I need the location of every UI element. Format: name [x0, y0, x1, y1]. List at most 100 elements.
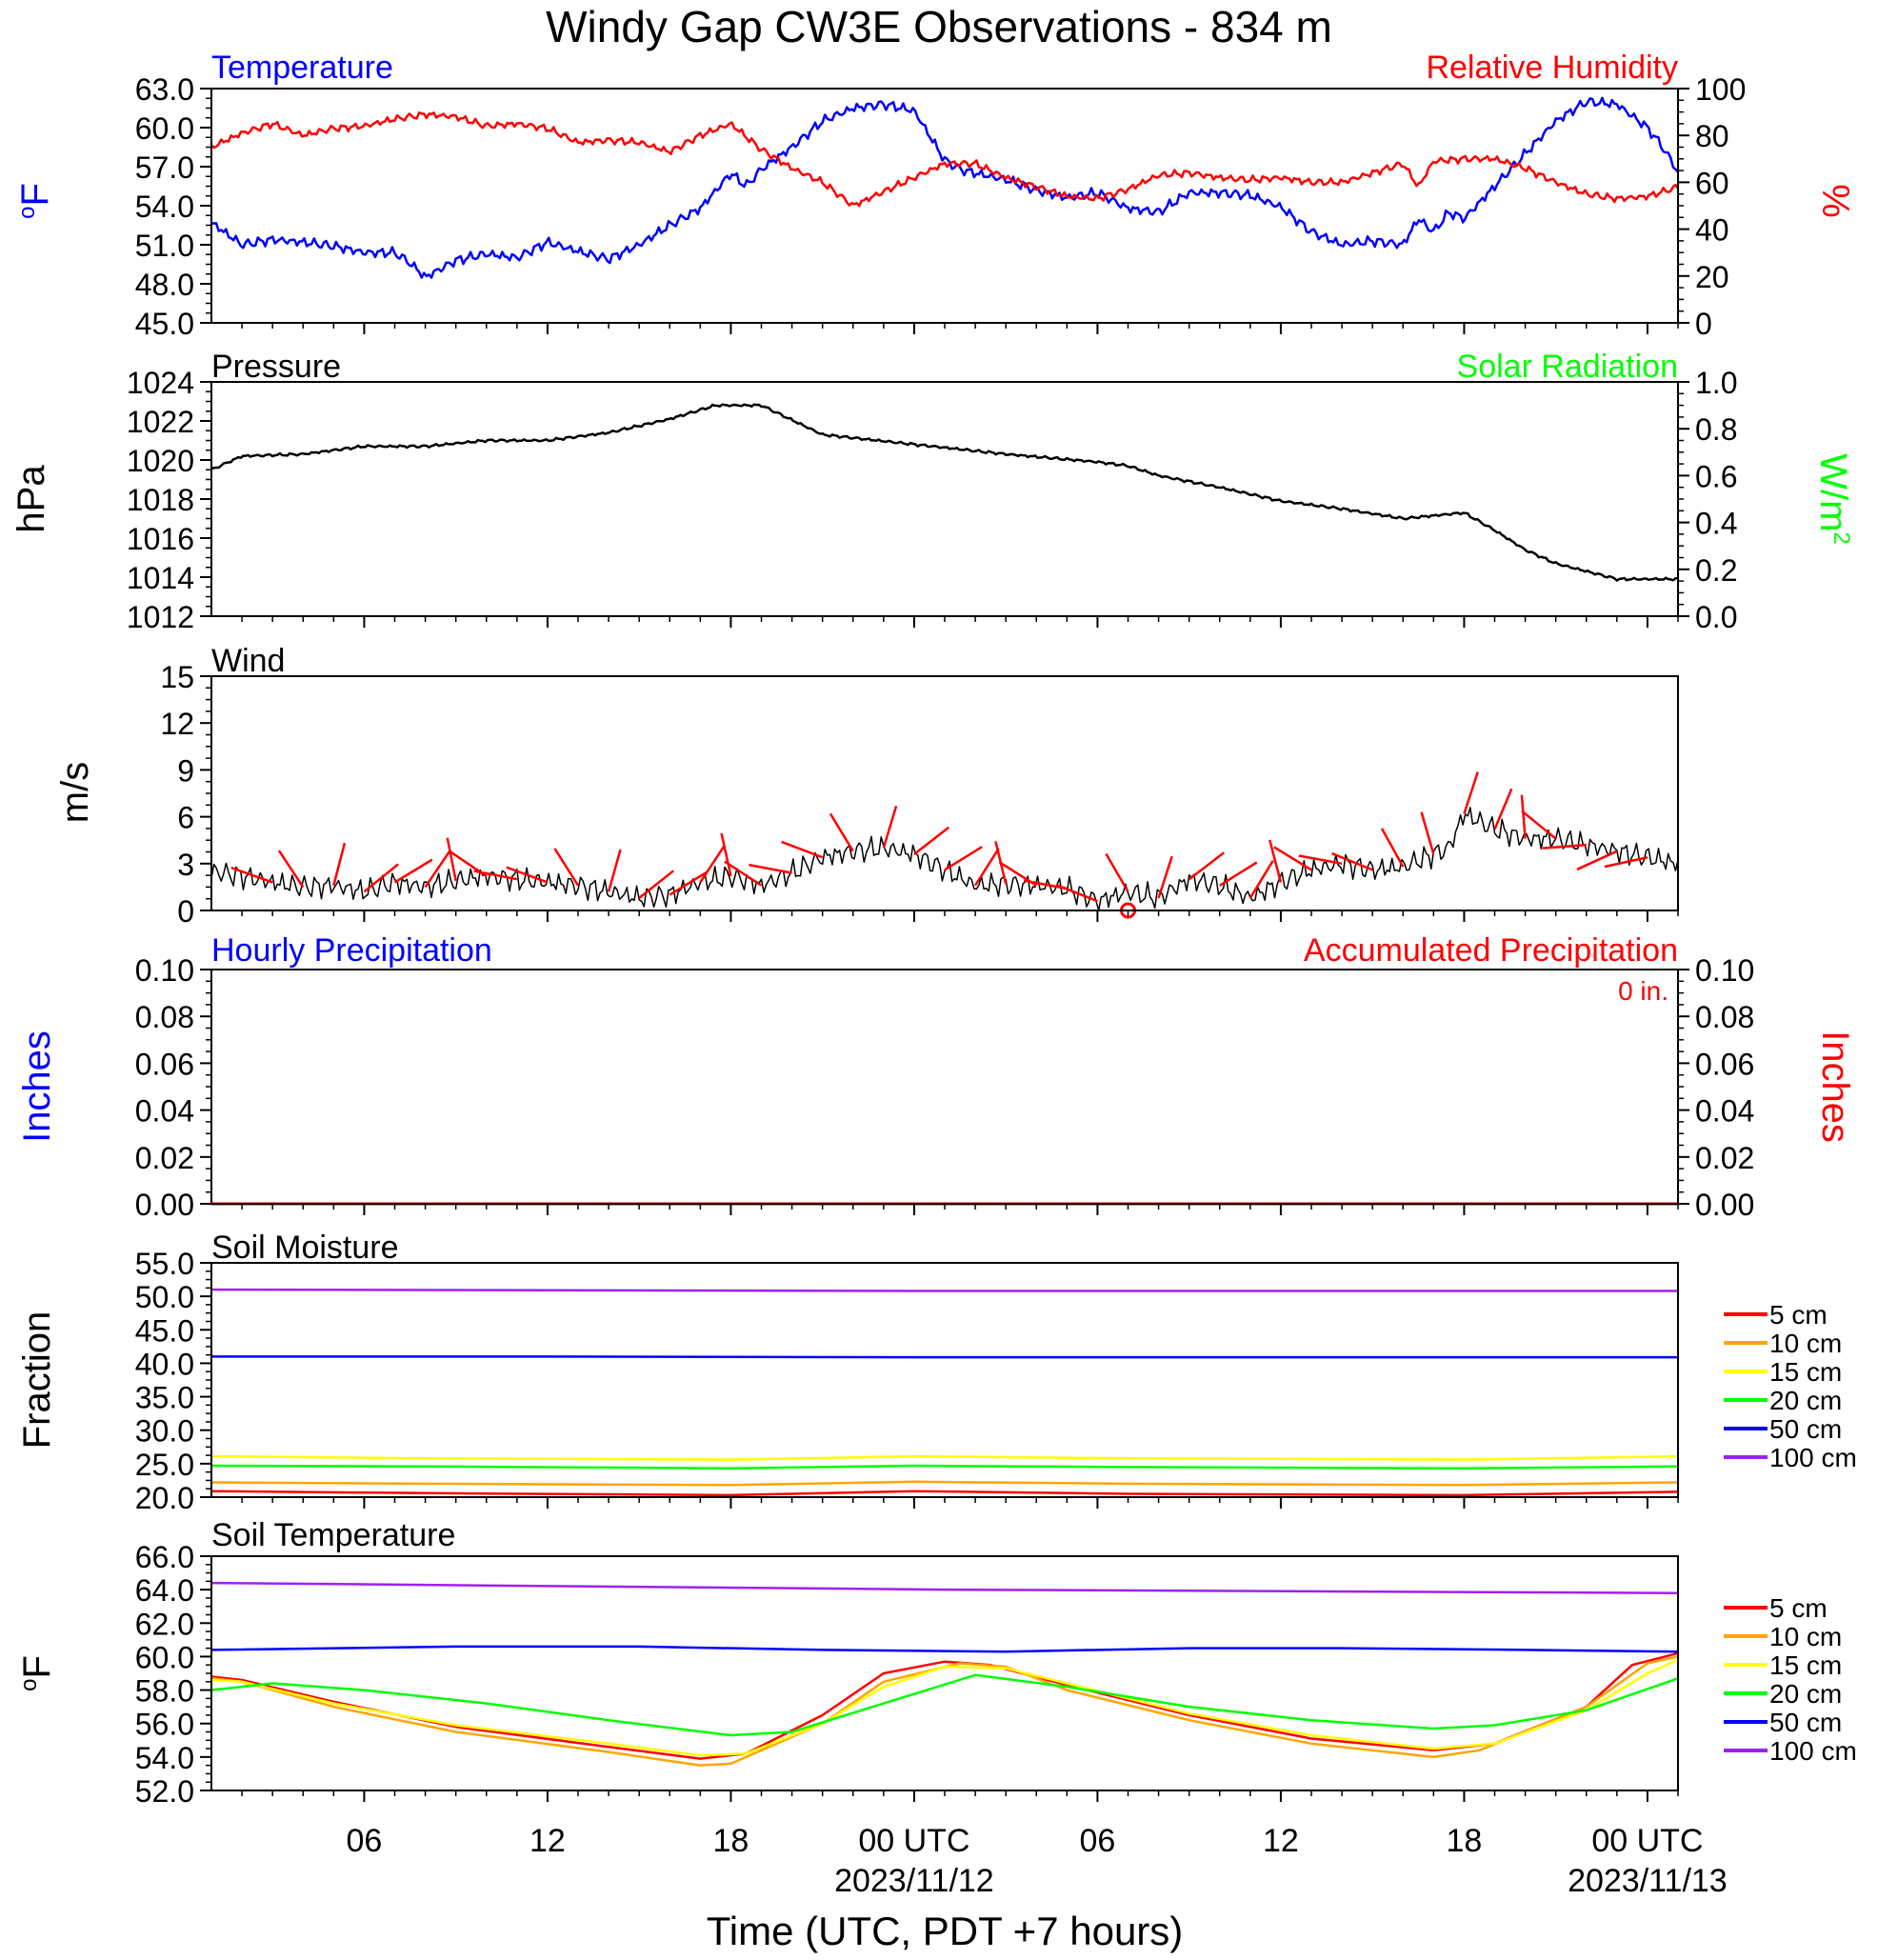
soil-temperature-legend-label: 10 cm [1769, 1622, 1842, 1651]
sm-50cm-line [211, 1355, 1678, 1359]
hourly-precipitation-unit: Inches [16, 1030, 58, 1143]
panel-temperature-rh: Temperature Relative Humidity oF % 45.0 4… [14, 50, 1856, 341]
pressure-ytick-label: 1014 [127, 561, 194, 595]
solar-radiation-ytick-label: 0.2 [1695, 553, 1737, 588]
humidity-ytick-label: 100 [1695, 72, 1746, 107]
hourly-precipitation-ytick-label: 0.00 [135, 1188, 194, 1222]
solar-radiation-unit: W/m2 [1812, 453, 1854, 545]
pressure-ytick-label: 1018 [127, 483, 194, 517]
precipitation-plot-frame [210, 969, 1679, 1205]
wind-barb [1542, 843, 1587, 850]
soil-moisture-plot-frame [210, 1262, 1679, 1498]
soil-moisture-ytick-label: 50.0 [135, 1280, 194, 1314]
wind-plot-frame [210, 675, 1679, 911]
temperature-ytick-label: 63.0 [135, 72, 194, 107]
wind-barb [473, 870, 518, 881]
accumulated-precipitation-ytick-label: 0.02 [1695, 1141, 1754, 1175]
wind-barb [724, 860, 763, 887]
accumulated-precipitation-title: Accumulated Precipitation [1304, 932, 1678, 969]
wind-barb [1521, 810, 1557, 840]
soil-moisture-ytick-label: 40.0 [135, 1347, 194, 1381]
wind-ytick-label: 3 [177, 848, 194, 882]
temperature-ytick-label: 60.0 [135, 111, 194, 146]
wind-barb [506, 866, 549, 884]
accumulated-precipitation-ytick-label: 0.00 [1695, 1188, 1754, 1222]
hourly-precipitation-ytick-label: 0.02 [135, 1141, 194, 1175]
humidity-ytick-label: 80 [1695, 119, 1729, 153]
wind-barb [1520, 794, 1527, 839]
soil-temperature-unit: oF [16, 1655, 58, 1691]
solar-radiation-ytick-label: 0.6 [1695, 459, 1737, 493]
wind-ytick-label: 0 [177, 894, 194, 929]
wind-barb [974, 848, 1000, 887]
st-100cm-line [210, 1581, 1679, 1594]
hourly-precipitation-ytick-label: 0.04 [135, 1094, 194, 1129]
temperature-ytick-label: 54.0 [135, 190, 194, 224]
accumulated-precipitation-ytick-label: 0.10 [1695, 953, 1754, 988]
wind-barb [1380, 828, 1405, 868]
temperature-rh-plot-frame [210, 88, 1679, 324]
soil-moisture-legend-label: 100 cm [1769, 1443, 1857, 1472]
pressure-plot-frame [210, 381, 1679, 617]
solar-radiation-title: Solar Radiation [1457, 349, 1678, 385]
temperature-line [210, 96, 1679, 279]
temperature-unit: oF [14, 183, 56, 219]
st-15cm-line [210, 1658, 1679, 1757]
temperature-ytick-label: 51.0 [135, 229, 194, 263]
temperature-ytick-label: 48.0 [135, 268, 194, 302]
accumulated-precipitation-ytick-label: 0.08 [1695, 1000, 1754, 1034]
wind-barb [553, 848, 580, 887]
panel-precipitation: Hourly Precipitation Accumulated Precipi… [16, 932, 1856, 1222]
x-tick-label: 00 UTC [1591, 1823, 1703, 1859]
hourly-precipitation-ytick-label: 0.10 [135, 953, 194, 988]
wind-barb [944, 846, 983, 871]
x-tick-label: 00 UTC [858, 1823, 969, 1859]
humidity-ytick-label: 60 [1695, 166, 1729, 200]
soil-moisture-legend-label: 5 cm [1769, 1300, 1828, 1330]
temperature-ytick-label: 45.0 [135, 307, 194, 341]
panel-wind: Wind m/s 0 3 6 9 12 15 [54, 643, 1679, 929]
wind-barb [332, 842, 347, 887]
wind-ytick-label: 12 [160, 707, 194, 741]
wind-barb [1219, 861, 1258, 887]
hourly-precipitation-title: Hourly Precipitation [211, 932, 492, 969]
x-tick-label: 06 [1080, 1823, 1116, 1859]
solar-radiation-ytick-label: 0.8 [1695, 412, 1737, 447]
wind-barb [829, 812, 854, 852]
pressure-ytick-label: 1016 [127, 522, 194, 556]
wind-barb [669, 870, 709, 896]
soil-moisture-ytick-label: 25.0 [135, 1448, 194, 1482]
wind-barb [230, 866, 273, 884]
wind-barb [1420, 811, 1435, 855]
wind-barb [1331, 851, 1373, 871]
x-date-label: 2023/11/12 [834, 1863, 994, 1899]
relative-humidity-line [210, 111, 1680, 208]
soil-temperature-legend-label: 100 cm [1769, 1736, 1857, 1766]
pressure-line [210, 403, 1679, 582]
soil-temperature-ytick-label: 54.0 [135, 1741, 194, 1775]
sm-5cm-line [210, 1490, 1679, 1497]
wind-barb [1273, 846, 1312, 871]
pressure-unit: hPa [10, 465, 52, 533]
soil-moisture-legend-label: 20 cm [1769, 1386, 1842, 1415]
wind-barb [781, 840, 824, 859]
wind-ytick-label: 9 [177, 753, 194, 788]
st-10cm-line [210, 1655, 1679, 1767]
soil-temperature-legend-label: 5 cm [1769, 1593, 1828, 1623]
soil-temperature-ytick-label: 62.0 [135, 1607, 194, 1641]
wind-barb [1463, 771, 1479, 814]
soil-temperature-ytick-label: 66.0 [135, 1540, 194, 1574]
wind-title: Wind [211, 643, 285, 679]
wind-barb [277, 850, 305, 889]
wind-barb [1493, 788, 1513, 830]
pressure-ytick-label: 1024 [127, 366, 194, 400]
wind-barb [699, 845, 726, 884]
panel-soil-temperature: Soil Temperature oF 52.054.056.058.060.0… [16, 1517, 1857, 1809]
panel-pressure: Pressure Solar Radiation hPa W/m2 1012 10… [10, 349, 1854, 634]
humidity-ytick-label: 40 [1695, 213, 1729, 248]
humidity-ytick-label: 0 [1695, 307, 1712, 341]
accumulated-precipitation-total: 0 in. [1618, 976, 1668, 1006]
soil-moisture-legend-label: 10 cm [1769, 1329, 1842, 1358]
wind-barb [720, 832, 732, 877]
x-tick-label: 12 [1263, 1823, 1299, 1859]
